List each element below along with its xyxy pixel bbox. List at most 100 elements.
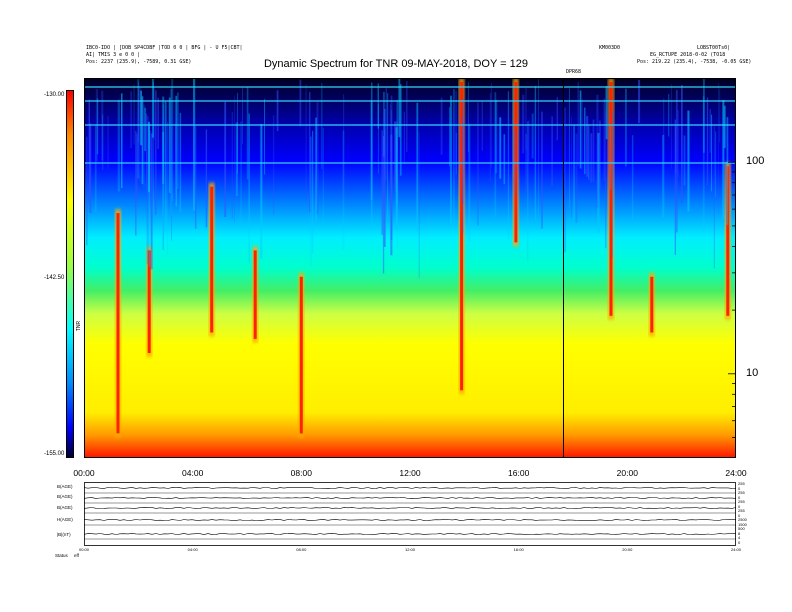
housekeeping-panels: [84, 482, 736, 546]
striation: [586, 116, 589, 177]
striation: [495, 100, 498, 174]
burst-core-0: [116, 213, 120, 434]
striation: [527, 121, 529, 263]
striation: [322, 127, 324, 223]
striation: [726, 117, 729, 225]
striation: [722, 100, 725, 220]
striation: [605, 86, 608, 140]
striation: [384, 109, 386, 247]
striation: [416, 102, 419, 231]
panel-trace-1: [84, 497, 736, 499]
striation: [398, 78, 401, 138]
striation: [531, 113, 534, 159]
striation: [130, 91, 132, 149]
striation-layer: [84, 78, 736, 279]
striation: [670, 84, 672, 169]
striation: [674, 126, 677, 174]
striation: [581, 99, 583, 172]
striation: [138, 82, 140, 143]
striation: [467, 82, 469, 153]
striation: [592, 119, 595, 182]
striation: [625, 88, 627, 167]
striation: [305, 84, 307, 200]
striation: [631, 135, 634, 220]
header-right-line1a: KM003D0: [599, 45, 621, 51]
striation: [144, 107, 146, 151]
striation: [154, 90, 157, 215]
striation: [193, 78, 196, 211]
striation: [152, 81, 154, 212]
striation: [683, 135, 686, 186]
striation: [455, 90, 457, 196]
y-tick-label-100: 100: [746, 155, 765, 168]
striation: [140, 90, 142, 146]
striation: [381, 130, 383, 235]
striation: [382, 136, 385, 274]
striation: [394, 121, 397, 192]
striation: [142, 99, 144, 149]
striation: [611, 111, 613, 258]
striation: [674, 119, 676, 255]
striation: [564, 107, 567, 253]
striation: [148, 124, 150, 267]
striation: [723, 105, 726, 148]
striation: [711, 114, 713, 192]
striation: [538, 79, 539, 217]
interference-band: [84, 124, 736, 126]
striation: [663, 98, 665, 166]
y-tick-label-10: 10: [746, 366, 759, 379]
striation: [719, 88, 721, 143]
striation: [395, 127, 398, 231]
striation: [248, 113, 250, 263]
striation: [489, 93, 491, 183]
striation: [146, 116, 149, 264]
striation: [102, 114, 104, 170]
striation: [260, 124, 263, 259]
striation: [377, 83, 379, 129]
x-tick-label-2400: 24:00: [725, 468, 747, 478]
striation: [117, 100, 120, 192]
striation: [147, 121, 150, 193]
striation: [162, 104, 164, 250]
interference-band: [84, 162, 736, 164]
striation: [449, 107, 451, 167]
panel-trace-2: [84, 507, 736, 509]
striation: [573, 124, 575, 221]
striation: [135, 130, 137, 236]
plot-frame: [84, 78, 736, 458]
panel-label-5: |B|(nT): [57, 532, 71, 537]
striation: [390, 134, 393, 256]
striation: [205, 129, 208, 228]
striation: [194, 125, 197, 229]
striation: [588, 124, 590, 180]
striation: [235, 122, 238, 196]
striation: [396, 121, 398, 249]
striation: [525, 88, 527, 151]
striation: [450, 95, 452, 225]
striation: [662, 134, 665, 217]
striation: [272, 115, 275, 216]
striation: [299, 79, 302, 127]
striation: [569, 88, 570, 208]
striation: [171, 127, 172, 241]
striation: [584, 107, 586, 175]
striation: [343, 94, 345, 200]
striation: [170, 88, 173, 216]
striation: [455, 132, 457, 175]
interference-band: [84, 86, 736, 88]
striation: [224, 101, 227, 217]
colorbar-label-min: -155.00: [44, 451, 65, 457]
striation: [418, 132, 420, 279]
striation: [713, 125, 715, 269]
striation: [141, 96, 144, 184]
panel-trace-4: [84, 533, 736, 535]
striation: [556, 97, 558, 141]
striation: [399, 84, 402, 176]
panel-status-text: eff: [74, 553, 79, 558]
striation: [135, 133, 138, 200]
striation: [403, 111, 405, 165]
striation: [534, 86, 537, 221]
striation: [718, 83, 719, 214]
striation: [494, 92, 497, 218]
header-left-line1: IBC0-IDO | [DOB SP4CDBF |TOD 0 0 | BFG |…: [86, 45, 243, 51]
